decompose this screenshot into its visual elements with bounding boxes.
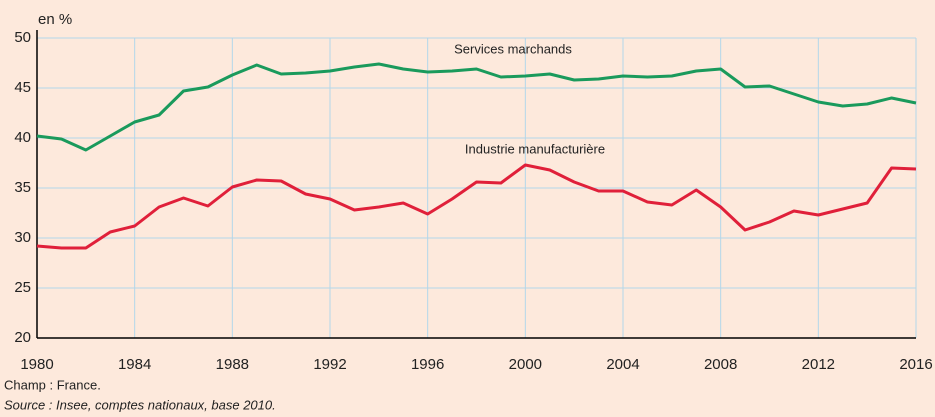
x-tick-label: 2000 [509,356,542,373]
y-tick-label: 20 [14,329,31,346]
x-tick-label: 2012 [802,356,835,373]
series-line [36,62,917,152]
x-tick-label: 1988 [216,356,249,373]
x-tick-label: 1996 [411,356,444,373]
series-label: Services marchands [454,41,572,56]
x-tick-label: 1980 [20,356,53,373]
x-tick-label: 2004 [606,356,639,373]
series-line [36,163,917,250]
y-tick-label: 45 [14,79,31,96]
note: Champ : France. [4,377,101,392]
y-tick-label: 35 [14,179,31,196]
x-tick-label: 2016 [899,356,932,373]
x-tick-label: 1992 [313,356,346,373]
y-tick-label: 50 [14,29,31,46]
y-tick-label: 30 [14,229,31,246]
y-tick-label: 40 [14,129,31,146]
x-tick-label: 1984 [118,356,151,373]
y-tick-label: 25 [14,279,31,296]
x-tick-label: 2008 [704,356,737,373]
y-axis-label: en % [38,11,72,28]
series-label: Industrie manufacturière [465,141,605,156]
source: Source : Insee, comptes nationaux, base … [4,397,276,412]
